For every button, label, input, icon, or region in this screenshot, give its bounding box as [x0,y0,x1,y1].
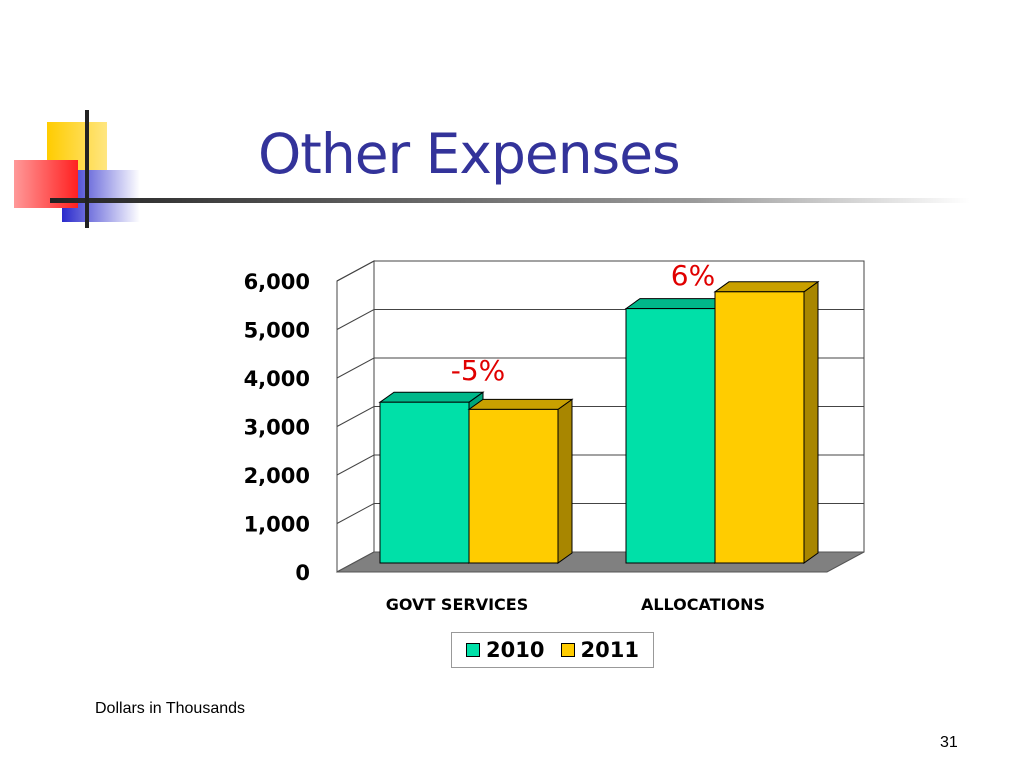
x-axis-category-labels: GOVT SERVICES ALLOCATIONS [386,595,765,614]
page-number: 31 [940,734,958,751]
deco-horizontal-line [50,198,970,203]
footnote: Dollars in Thousands [95,700,246,717]
slide-title: Other Expenses [258,122,681,186]
bar-top-2010 [378,391,485,403]
deco-vertical-line [85,110,89,228]
y-tick-label: 4,000 [244,367,310,391]
legend-item-2010: 2010 [466,638,545,662]
bar-top-2011 [467,398,574,410]
legend-label-2010: 2010 [486,638,545,662]
change-annotation: 6% [671,259,715,292]
chart-bars [378,280,820,564]
bar-side-2011 [557,398,573,564]
bar-2010 [625,308,716,564]
y-tick-label: 3,000 [244,416,310,440]
chart-annotations: -5% 6% [451,259,715,387]
bar-top-2010 [624,298,731,310]
title-decoration [14,110,970,228]
legend-swatch-2011 [560,643,575,657]
bar-2010 [379,401,470,564]
y-tick-label: 5,000 [244,319,310,343]
y-tick-label: 1,000 [244,513,310,537]
legend-swatch-2010 [466,643,481,657]
change-annotation: -5% [451,354,506,387]
chart-legend: 2010 2011 [451,632,654,668]
y-tick-label: 0 [295,561,310,585]
category-label: GOVT SERVICES [386,595,528,614]
bar-top-2011 [713,281,820,293]
y-tick-label: 2,000 [244,464,310,488]
bar-side-2011 [803,280,819,564]
gridline [336,260,864,282]
y-tick-label: 6,000 [244,270,310,294]
y-axis-tick-labels: 0 1,000 2,000 3,000 4,000 5,000 6,000 [244,270,310,585]
bar-2011 [714,291,805,564]
legend-label-2011: 2011 [580,638,639,662]
legend-item-2011: 2011 [560,638,639,662]
category-label: ALLOCATIONS [641,595,765,614]
bar-2011 [468,408,559,564]
